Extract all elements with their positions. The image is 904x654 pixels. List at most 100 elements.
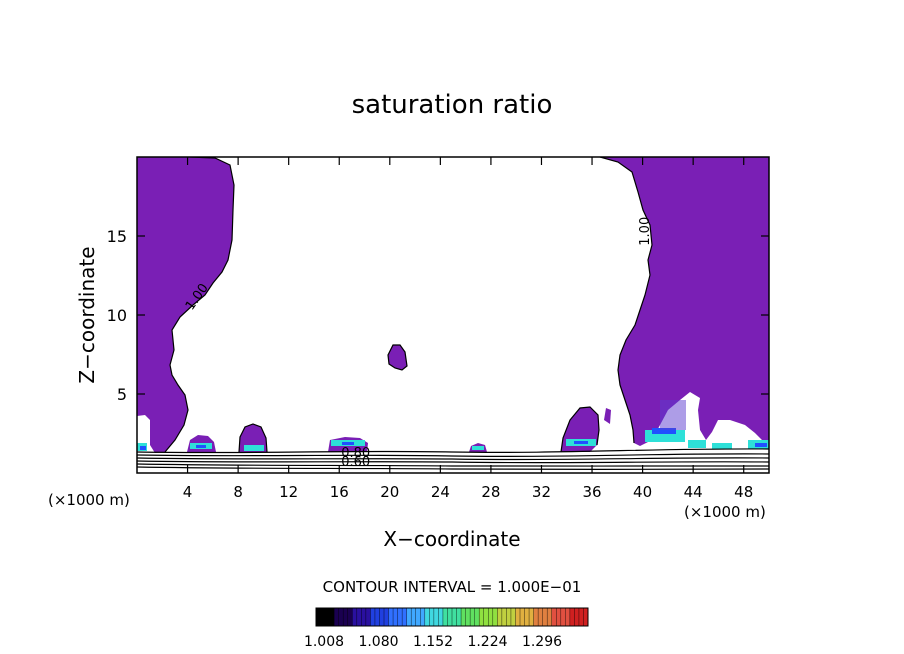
colorbar-tick-label: 1.152: [413, 634, 453, 650]
high-saturation-highlights: [137, 400, 769, 451]
y-tick-label: 10: [107, 306, 127, 325]
colorbar-swatch: [470, 608, 476, 626]
colorbar-swatch: [497, 608, 503, 626]
colorbar-swatch: [397, 608, 403, 626]
x-tick-label: 44: [684, 483, 703, 501]
colorbar-swatch: [452, 608, 458, 626]
x-tick-label: 12: [279, 483, 298, 501]
colorbar-swatch: [515, 608, 521, 626]
colorbar-swatch: [420, 608, 426, 626]
colorbar-swatch: [501, 608, 507, 626]
colorbar-tick-label: 1.224: [467, 634, 507, 650]
x-tick-label: 48: [734, 483, 753, 501]
colorbar-swatch: [424, 608, 430, 626]
colorbar-swatch: [456, 608, 462, 626]
x-unit-right: (×1000 m): [684, 503, 766, 521]
colorbar-swatch: [347, 608, 353, 626]
colorbar-swatch: [520, 608, 526, 626]
colorbar-swatch: [551, 608, 557, 626]
x-tick-label: 4: [183, 483, 193, 501]
colorbar-swatch: [384, 608, 390, 626]
colorbar-swatch: [415, 608, 421, 626]
colorbar-swatch: [447, 608, 453, 626]
colorbar-tick-label: 1.080: [358, 634, 398, 650]
colorbar-swatch: [488, 608, 494, 626]
colorbar-swatch: [533, 608, 539, 626]
colorbar-swatch: [379, 608, 385, 626]
contour-label: 0.80: [341, 446, 370, 461]
x-tick-label: 28: [481, 483, 500, 501]
plot-area: [137, 157, 769, 471]
colorbar-swatch: [483, 608, 489, 626]
contour-label: 0.60: [341, 455, 370, 470]
colorbar-swatch: [370, 608, 376, 626]
x-axis-label: X−coordinate: [383, 527, 520, 551]
colorbar-swatch: [438, 608, 444, 626]
colorbar-swatch: [524, 608, 530, 626]
colorbar-swatch: [329, 608, 335, 626]
cloud-patch: [604, 408, 611, 424]
colorbar-swatch: [365, 608, 371, 626]
colorbar-swatch: [569, 608, 575, 626]
colorbar-swatch: [542, 608, 548, 626]
colorbar-swatch: [393, 608, 399, 626]
colorbar-swatch: [388, 608, 394, 626]
x-tick-label: 32: [532, 483, 551, 501]
colorbar-swatch: [510, 608, 516, 626]
colorbar-swatch: [578, 608, 584, 626]
colorbar-swatch: [560, 608, 566, 626]
colorbar-swatch: [583, 608, 589, 626]
x-axis-ticks: 4 8 12 16 20 24 28 32 36 40 44 48: [183, 157, 753, 501]
cloud-patch: [388, 345, 407, 370]
colorbar-swatch: [433, 608, 439, 626]
colorbar-swatch: [529, 608, 535, 626]
colorbar-swatch: [474, 608, 480, 626]
colorbar-swatch: [574, 608, 580, 626]
x-tick-label: 36: [582, 483, 601, 501]
colorbar-swatch: [356, 608, 362, 626]
colorbar-swatch: [320, 608, 326, 626]
colorbar-swatch: [538, 608, 544, 626]
x-tick-label: 16: [330, 483, 349, 501]
colorbar-tick-label: 1.296: [522, 634, 562, 650]
contour-label: 1.00: [638, 217, 653, 246]
y-axis-ticks: 5 10 15: [107, 227, 769, 404]
colorbar-labels: 1.008 1.080 1.152 1.224 1.296: [304, 634, 562, 650]
supersaturated-region-right: [600, 157, 769, 446]
colorbar-swatch: [547, 608, 553, 626]
colorbar-swatch: [465, 608, 471, 626]
colorbar-swatch: [429, 608, 435, 626]
y-tick-label: 15: [107, 227, 127, 246]
x-tick-label: 24: [431, 483, 450, 501]
colorbar-swatch: [565, 608, 571, 626]
colorbar-swatch: [402, 608, 408, 626]
y-tick-label: 5: [117, 385, 127, 404]
colorbar-swatch: [316, 608, 322, 626]
colorbar-tick-label: 1.008: [304, 634, 344, 650]
x-tick-label: 8: [233, 483, 243, 501]
y-axis-label: Z−coordinate: [75, 246, 99, 383]
colorbar-swatch: [492, 608, 498, 626]
contour-interval-note: CONTOUR INTERVAL = 1.000E−01: [323, 578, 582, 596]
contour-lines: [137, 157, 769, 471]
x-tick-label: 40: [633, 483, 652, 501]
colorbar-swatch: [325, 608, 331, 626]
colorbar-swatch: [461, 608, 467, 626]
colorbar: [315, 607, 589, 627]
colorbar-swatch: [411, 608, 417, 626]
colorbar-swatch: [442, 608, 448, 626]
colorbar-swatch: [361, 608, 367, 626]
colorbar-swatch: [352, 608, 358, 626]
colorbar-swatch: [338, 608, 344, 626]
colorbar-swatch: [406, 608, 412, 626]
x-unit-left: (×1000 m): [48, 491, 130, 509]
colorbar-swatch: [479, 608, 485, 626]
colorbar-swatch: [343, 608, 349, 626]
colorbar-swatch: [334, 608, 340, 626]
colorbar-swatch: [374, 608, 380, 626]
colorbar-swatch: [556, 608, 562, 626]
chart-title: saturation ratio: [352, 90, 553, 120]
x-tick-label: 20: [380, 483, 399, 501]
colorbar-frame: [315, 607, 589, 627]
